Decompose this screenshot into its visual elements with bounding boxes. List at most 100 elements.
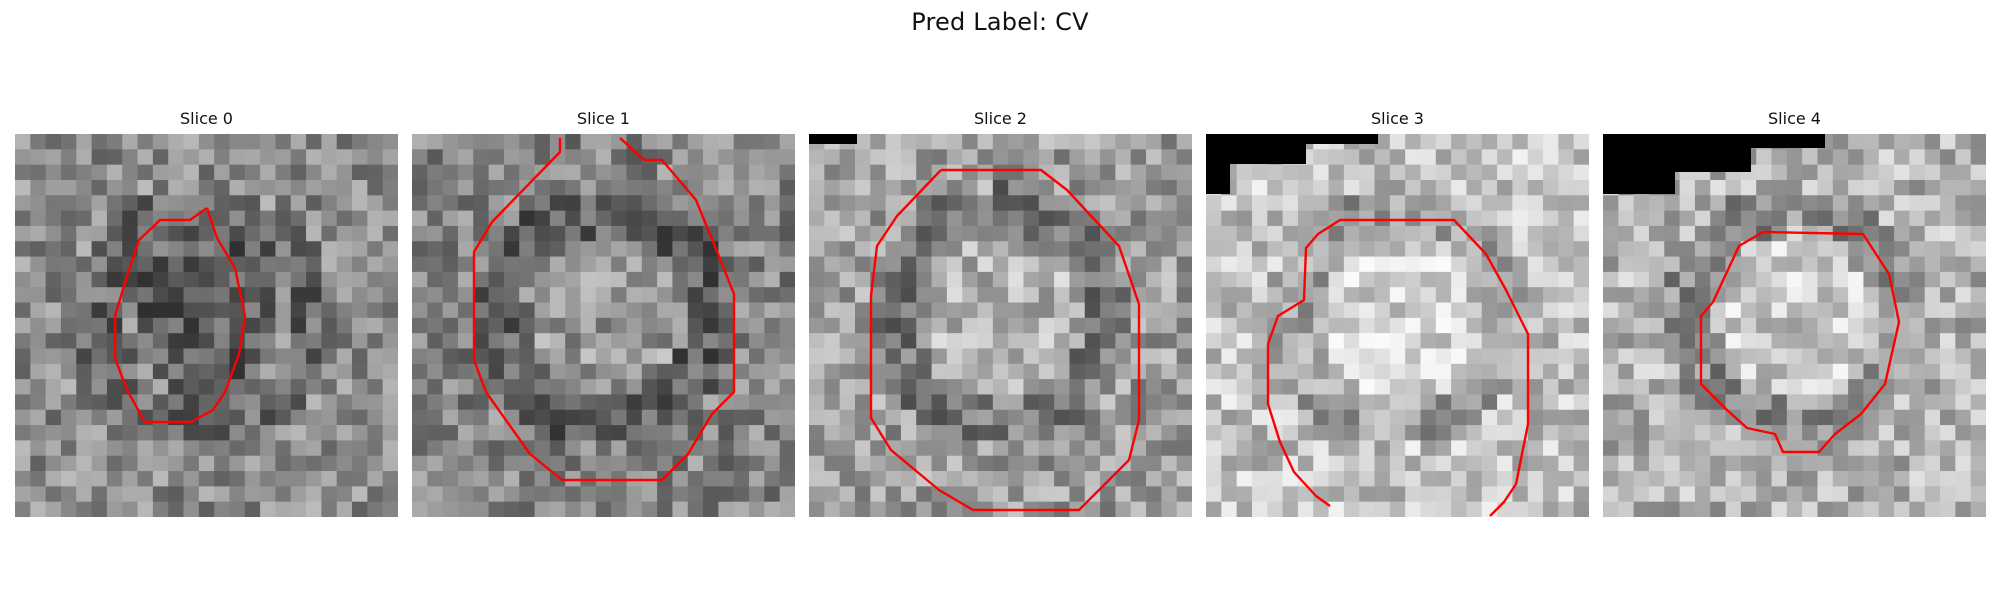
pixel-tile <box>45 225 62 242</box>
pixel-tile <box>703 210 719 227</box>
pixel-tile <box>1420 379 1437 396</box>
pixel-tile <box>1084 440 1101 457</box>
pixel-tile <box>503 164 520 181</box>
pixel-tile <box>946 425 963 441</box>
pixel-tile <box>1405 271 1422 288</box>
pixel-tile <box>1909 317 1926 334</box>
pixel-tile <box>30 149 47 166</box>
pixel-tile <box>1817 363 1834 380</box>
pixel-tile <box>76 486 93 503</box>
pixel-tile <box>885 394 902 411</box>
pixel-tile <box>1694 210 1711 227</box>
pixel-tile <box>870 486 887 503</box>
pixel-tile <box>1603 501 1619 517</box>
pixel-tile <box>60 455 77 472</box>
pixel-tile <box>1359 256 1376 273</box>
pixel-tile <box>1343 164 1360 181</box>
pixel-tile <box>687 501 704 517</box>
pixel-tile <box>1313 317 1330 334</box>
pixel-tile <box>1558 333 1575 350</box>
pixel-tile <box>1206 455 1222 472</box>
pixel-tile <box>1420 225 1437 242</box>
pixel-tile <box>1633 195 1650 212</box>
pixel-tile <box>1832 195 1849 212</box>
pixel-tile <box>1940 179 1956 196</box>
pixel-tile <box>824 256 841 273</box>
pixel-tile <box>931 409 948 426</box>
pixel-tile <box>1832 241 1849 258</box>
pixel-tile <box>290 425 307 441</box>
pixel-tile <box>76 471 93 487</box>
pixel-tile <box>1573 256 1589 273</box>
pixel-tile <box>1558 256 1575 273</box>
pixel-tile <box>1725 486 1742 503</box>
pixel-tile <box>1558 164 1575 181</box>
pixel-tile <box>565 179 582 196</box>
pixel-tile <box>1848 333 1865 350</box>
pixel-tile <box>1817 149 1834 166</box>
pixel-tile <box>1848 486 1865 503</box>
pixel-tile <box>1694 333 1711 350</box>
pixel-tile <box>1832 348 1849 365</box>
pixel-tile <box>779 425 795 441</box>
pixel-tile <box>1802 302 1819 319</box>
pixel-tile <box>152 440 169 457</box>
pixel-tile <box>306 210 322 227</box>
pixel-tile <box>1236 210 1253 227</box>
pixel-tile <box>137 379 154 396</box>
pixel-tile <box>1725 348 1742 365</box>
pixel-tile <box>1786 241 1803 258</box>
pixel-tile <box>1161 225 1178 242</box>
pixel-tile <box>1924 455 1941 472</box>
pixel-tile <box>1863 149 1880 166</box>
pixel-tile <box>244 455 261 472</box>
pixel-tile <box>1817 256 1834 273</box>
pixel-tile <box>76 302 93 319</box>
pixel-tile <box>1069 179 1086 196</box>
pixel-tile <box>198 256 215 273</box>
pixel-tile <box>214 287 231 304</box>
pixel-tile <box>1023 134 1040 150</box>
pixel-tile <box>1359 271 1376 288</box>
pixel-tile <box>1267 471 1284 487</box>
pixel-tile <box>1359 164 1376 181</box>
pixel-tile <box>641 363 658 380</box>
pixel-tile <box>1008 134 1025 150</box>
pixel-tile <box>1146 348 1162 365</box>
pixel-tile <box>580 149 597 166</box>
pixel-tile <box>1130 241 1147 258</box>
pixel-tile <box>1848 271 1865 288</box>
pixel-tile <box>534 379 551 396</box>
pixel-tile <box>91 225 108 242</box>
pixel-tile <box>900 409 917 426</box>
pixel-tile <box>1069 134 1086 150</box>
pixel-tile <box>60 195 77 212</box>
pixel-tile <box>779 455 795 472</box>
pixel-tile <box>1236 471 1253 487</box>
pixel-tile <box>534 210 551 227</box>
pixel-tile <box>1573 179 1589 196</box>
pixel-tile <box>503 302 520 319</box>
pixel-tile <box>229 256 246 273</box>
pixel-tile <box>260 287 277 304</box>
pixel-tile <box>1130 501 1147 517</box>
pixel-tile <box>1970 425 1986 441</box>
pixel-tile <box>764 348 781 365</box>
pixel-tile <box>1878 179 1895 196</box>
pixel-tile <box>1282 271 1299 288</box>
pixel-tile <box>1069 455 1086 472</box>
pixel-tile <box>1786 256 1803 273</box>
pixel-tile <box>611 379 628 396</box>
pixel-tile <box>1603 302 1619 319</box>
pixel-tile <box>1146 210 1162 227</box>
pixel-tile <box>106 241 123 258</box>
pixel-tile <box>321 394 338 411</box>
pixel-tile <box>824 149 841 166</box>
pixel-tile <box>1069 348 1086 365</box>
pixel-tile <box>1832 256 1849 273</box>
pixel-tile <box>1389 256 1406 273</box>
pixel-tile <box>900 348 917 365</box>
pixel-tile <box>1435 471 1452 487</box>
pixel-tile <box>30 225 47 242</box>
pixel-tile <box>1771 486 1788 503</box>
